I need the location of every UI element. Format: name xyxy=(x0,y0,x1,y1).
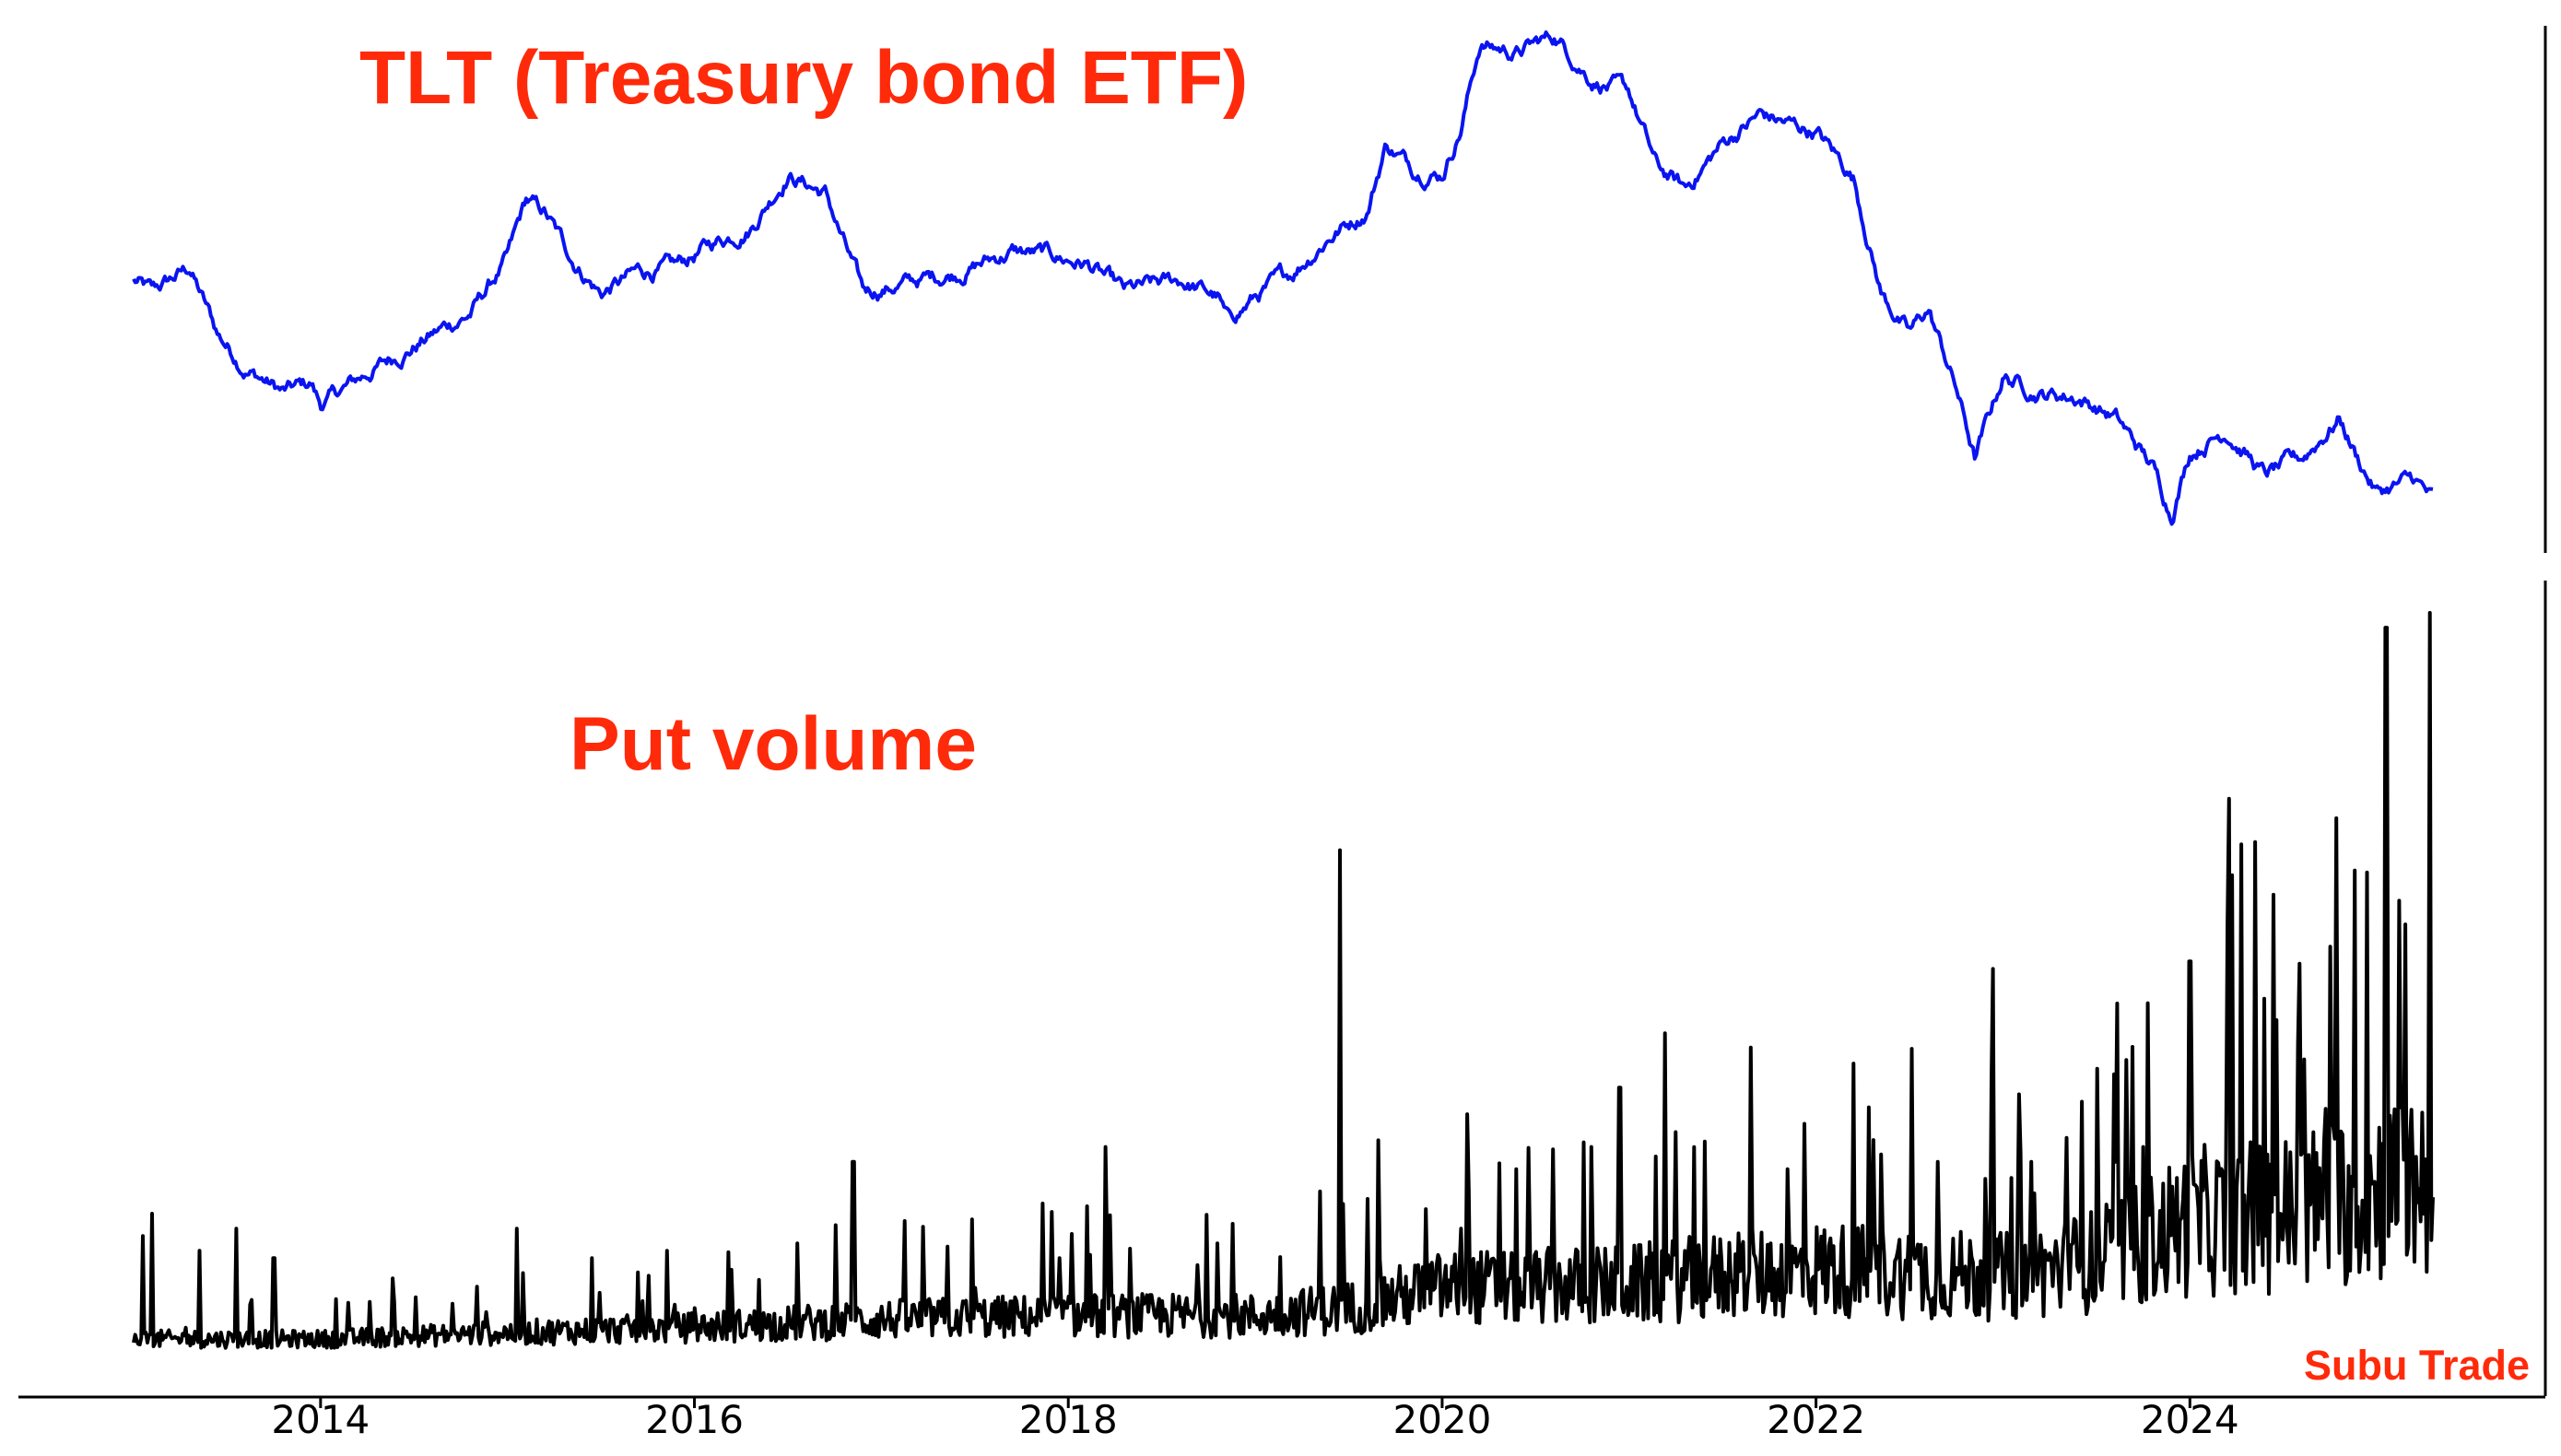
tlt-title: TLT (Treasury bond ETF) xyxy=(359,36,1248,120)
put-volume-line xyxy=(132,611,2435,1350)
x-tick-label: 2014 xyxy=(271,1397,370,1442)
put-volume-title: Put volume xyxy=(570,702,977,786)
watermark: Subu Trade xyxy=(2304,1342,2530,1389)
bottom-panel: Put volume 2014 2016 2018 2020 2022 2024 Subu… xyxy=(18,581,2547,1442)
x-tick-label: 2016 xyxy=(645,1397,744,1442)
x-tick-label: 2022 xyxy=(1767,1397,1865,1442)
x-tick-label: 2020 xyxy=(1392,1397,1491,1442)
top-panel: TLT (Treasury bond ETF) xyxy=(132,26,2547,553)
x-tick-label: 2018 xyxy=(1019,1397,1118,1442)
x-tick-label: 2024 xyxy=(2141,1397,2239,1442)
tlt-price-line xyxy=(132,30,2434,526)
x-axis-ticks: 2014 2016 2018 2020 2022 2024 xyxy=(271,1397,2239,1442)
